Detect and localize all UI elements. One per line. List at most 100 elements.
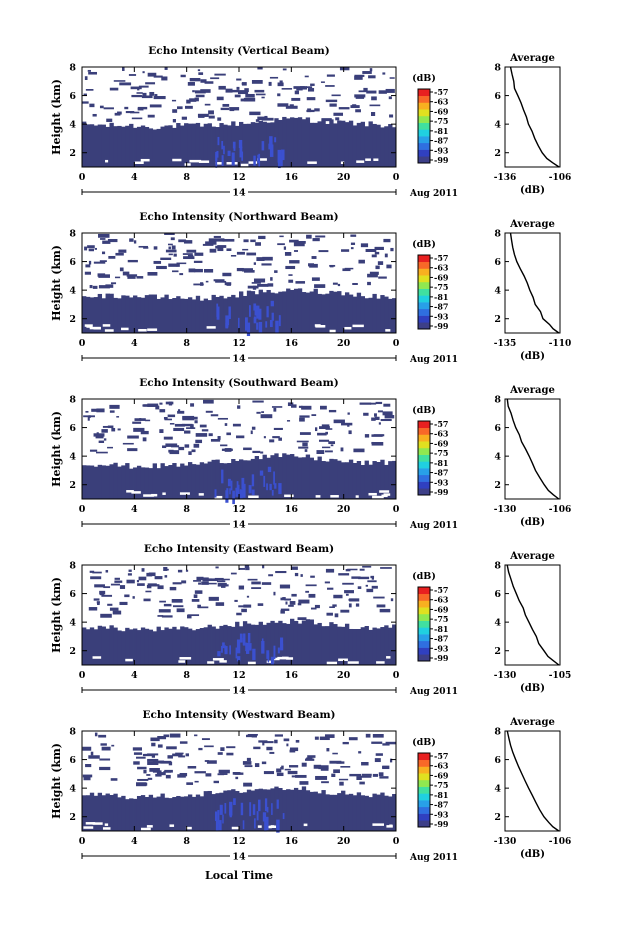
echo-gap <box>338 658 348 662</box>
echo-column <box>376 794 381 831</box>
echo-fragment <box>203 399 214 404</box>
echo-column <box>136 297 142 333</box>
echo-fragment <box>141 95 153 99</box>
echo-fragment <box>372 773 378 777</box>
echo-fragment <box>263 436 266 439</box>
echo-fragment <box>359 781 365 785</box>
colorbar-swatch <box>418 786 430 794</box>
echo-gap <box>184 163 191 166</box>
echo-column <box>172 797 177 831</box>
echo-fragment <box>153 95 166 100</box>
colorbar-swatch <box>418 322 430 330</box>
echo-fragment <box>160 760 172 764</box>
echo-fragment <box>200 89 211 93</box>
echo-column <box>368 297 373 333</box>
echo-fragment <box>88 248 94 252</box>
colorbar-tick-label: -93 <box>434 809 449 819</box>
colorbar-label: (dB) <box>412 73 436 84</box>
echo-fragment <box>256 411 261 414</box>
echo-fragment <box>155 405 160 410</box>
echo-fragment <box>137 106 148 110</box>
echo-column <box>117 466 122 499</box>
echo-column <box>85 296 91 333</box>
echo-column <box>266 622 271 665</box>
echo-field <box>82 565 397 666</box>
echo-fragment <box>355 96 365 99</box>
echo-fragment <box>275 570 287 574</box>
echo-fragment <box>285 601 288 605</box>
echo-fragment <box>172 753 183 757</box>
echo-column <box>215 127 220 167</box>
echo-strong <box>282 813 285 820</box>
average-y-tick-label: 4 <box>494 618 501 629</box>
echo-column <box>172 626 177 665</box>
echo-fragment <box>300 86 308 90</box>
echo-column <box>372 793 377 831</box>
echo-fragment <box>217 245 227 248</box>
echo-column <box>199 796 205 831</box>
echo-fragment <box>344 267 354 270</box>
echo-fragment <box>114 276 121 279</box>
average-y-tick-label: 6 <box>494 91 501 102</box>
echo-fragment <box>234 94 241 98</box>
echo-fragment <box>291 404 297 408</box>
echo-fragment <box>215 280 227 283</box>
echo-strong <box>251 489 255 496</box>
average-y-tick-label: 8 <box>494 229 501 240</box>
x-tick-label: 0 <box>79 172 86 183</box>
echo-fragment <box>122 67 125 71</box>
echo-fragment <box>138 85 149 88</box>
average-x-label: (dB) <box>520 683 545 694</box>
echo-gap <box>383 493 391 496</box>
colorbar-swatch <box>418 149 430 157</box>
colorbar-swatch <box>418 302 430 310</box>
echo-fragment <box>98 233 110 238</box>
echo-fragment <box>127 275 136 279</box>
echo-fragment <box>187 766 197 769</box>
echo-strong <box>236 639 241 654</box>
echo-fragment <box>152 760 165 764</box>
echo-fragment <box>311 277 320 281</box>
colorbar-tick-label: -57 <box>434 751 448 761</box>
echo-column <box>352 462 358 499</box>
echo-fragment <box>189 98 197 102</box>
colorbar-swatch <box>418 627 430 635</box>
echo-column <box>180 463 185 499</box>
echo-column <box>262 292 267 333</box>
echo-fragment <box>87 416 90 421</box>
colorbar-frame <box>417 420 431 496</box>
echo-column <box>286 623 291 665</box>
echo-fragment <box>128 569 132 572</box>
echo-fragment <box>206 760 217 764</box>
echo-gap <box>84 324 93 327</box>
echo-column <box>305 454 311 499</box>
colorbar-label: (dB) <box>412 405 436 416</box>
echo-fragment <box>217 752 223 755</box>
average-x-label: (dB) <box>520 351 545 362</box>
echo-strong <box>224 646 228 655</box>
echo-gap <box>273 657 280 661</box>
echo-column <box>133 127 138 167</box>
echo-column <box>140 795 146 831</box>
x-tick-label: 4 <box>131 670 138 681</box>
echo-fragment <box>326 748 330 752</box>
echo-fragment <box>109 404 120 409</box>
echo-column <box>372 627 377 665</box>
echo-fragment <box>181 580 187 584</box>
echo-column <box>329 794 334 831</box>
echo-fragment <box>164 233 175 235</box>
echo-strong <box>258 799 261 812</box>
echo-column <box>337 793 342 831</box>
echo-fragment <box>165 443 178 447</box>
colorbar-swatch <box>418 779 430 787</box>
colorbar-swatch <box>418 474 430 482</box>
echo-fragment <box>243 270 255 273</box>
echo-column <box>85 795 91 831</box>
echo-fragment <box>361 773 372 776</box>
echo-fragment <box>310 575 315 578</box>
echo-column <box>93 795 99 831</box>
echo-column <box>274 118 279 167</box>
echo-gap <box>376 661 385 664</box>
echo-fragment <box>369 271 379 275</box>
echo-fragment <box>252 400 264 403</box>
